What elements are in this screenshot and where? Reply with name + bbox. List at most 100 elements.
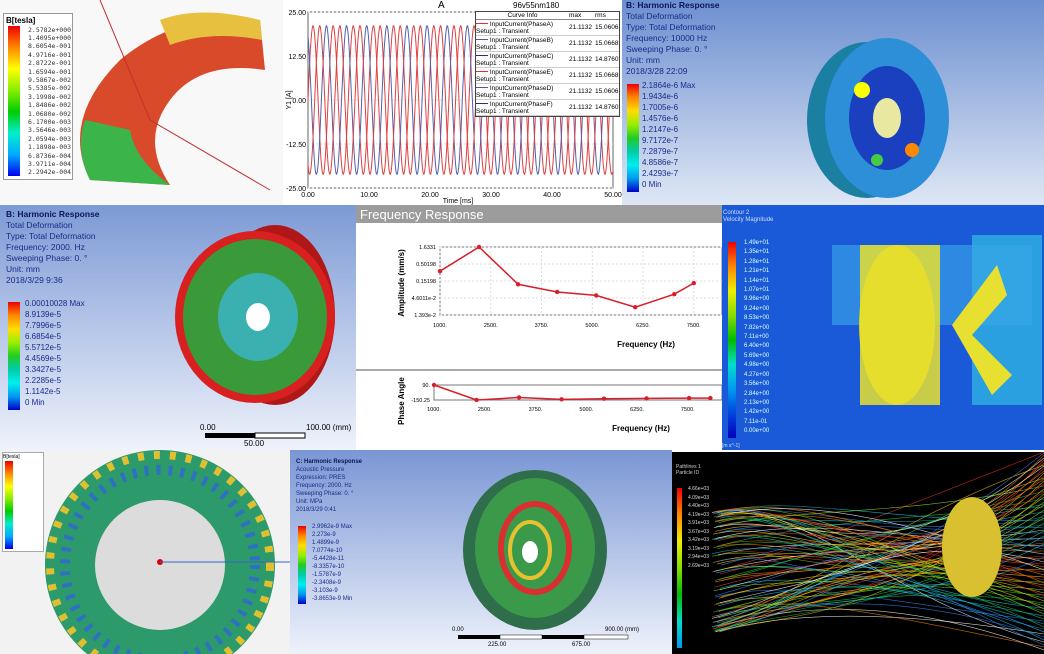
legend-level: 7.7996e-5 xyxy=(25,321,62,330)
legend-level: 9.5867e-002 xyxy=(28,75,72,84)
x-tick: 1000. xyxy=(427,407,441,413)
x-tick: 6250. xyxy=(636,323,650,329)
curve-max: 21.1132 xyxy=(569,24,593,31)
amplitude-point xyxy=(554,289,560,295)
legend-level: 1.07e+01 xyxy=(744,287,770,294)
legend-level: 2.5782e+000 xyxy=(28,25,72,34)
fan-model xyxy=(942,497,1002,597)
phase-point xyxy=(601,396,607,401)
legend-level: 1.49e+01 xyxy=(744,240,770,246)
scale-start: 0.00 xyxy=(200,423,216,432)
curve-max: 21.1132 xyxy=(569,104,593,111)
legend-level: -8.3357e-10 xyxy=(312,564,345,570)
legend-level: 2018/3/29 9:36 xyxy=(6,275,63,285)
legend-level: 4.40e+03 xyxy=(688,503,709,509)
scale-end: 900.00 (mm) xyxy=(605,627,640,633)
curve-rms: 15.0668 xyxy=(595,40,619,47)
x-axis-label: Frequency (Hz) xyxy=(612,424,670,433)
pathline xyxy=(716,603,1044,648)
pathline-variable: Particle ID xyxy=(676,470,700,476)
y-tick: 12.50 xyxy=(288,54,306,61)
legend-level: 0.00e+00 xyxy=(744,428,770,435)
x-tick: 1000. xyxy=(433,323,447,329)
phase-point xyxy=(708,395,713,401)
legend-level: 6.6854e-5 xyxy=(25,332,62,341)
result-title: B: Harmonic Response xyxy=(6,209,100,219)
legend-level: 9.96e+00 xyxy=(744,296,770,303)
legend-level: 1.28e+01 xyxy=(744,258,770,265)
y-tick: -150.25 xyxy=(411,398,430,404)
disk-model xyxy=(458,470,629,640)
x-tick: 10.00 xyxy=(360,192,378,199)
legend-level: 0 Min xyxy=(642,180,662,189)
legend-level: -2.3408e-9 xyxy=(312,580,342,586)
pathline xyxy=(719,485,1044,528)
project-name: 96v55nm180 xyxy=(513,1,560,10)
legend-level: 2.0594e-003 xyxy=(28,134,72,143)
phase-point xyxy=(559,397,564,402)
legend-level: 6.8736e-004 xyxy=(28,151,72,160)
x-tick: 20.00 xyxy=(421,192,439,199)
scale-tick: 225.00 xyxy=(488,642,507,648)
y-tick: 0.50198 xyxy=(416,262,436,268)
curve-max: 21.1132 xyxy=(569,72,593,79)
legend-level: -3.103e-9 xyxy=(312,588,338,594)
curve-max: 21.1132 xyxy=(569,56,593,63)
y-tick: 1.393e-2 xyxy=(414,313,436,319)
amplitude-point xyxy=(476,244,482,250)
legend-level: 1.9434e-6 xyxy=(642,92,679,101)
legend-level: Unit: mm xyxy=(6,264,40,274)
legend-level: 7.11e+00 xyxy=(744,334,769,341)
legend-level: 2.69e+03 xyxy=(688,562,709,569)
x-tick: 7500. xyxy=(687,323,701,329)
legend-level: 1.7005e-6 xyxy=(642,103,679,112)
legend-row: InputCurrent(PhaseE) Setup1 : Transient 21… xyxy=(476,68,619,84)
x-tick: 40.00 xyxy=(543,192,561,199)
legend-level: 2.8722e-001 xyxy=(28,59,72,68)
pathlines-plot xyxy=(711,452,1044,651)
amplitude-point xyxy=(691,280,696,286)
x-tick: 7500. xyxy=(681,407,695,413)
legend-header: Curve Info xyxy=(507,12,538,19)
curve-name: InputCurrent(PhaseF) xyxy=(489,100,553,108)
legend-header: rms xyxy=(595,12,606,19)
result-title: C: Harmonic Response xyxy=(296,459,363,465)
legend-level: 1.42e+00 xyxy=(744,409,770,416)
y-tick: 1.6331 xyxy=(419,245,436,251)
panel-frequency-response: Frequency Response 1.6331 0.50198 0.15198 4… xyxy=(356,205,722,450)
pathline xyxy=(719,586,1044,632)
legend-level: 5.5385e-002 xyxy=(28,84,72,93)
pathline xyxy=(720,586,1044,620)
curve-name: InputCurrent(PhaseD) xyxy=(489,84,554,92)
curve-setup: Setup1 : Transient xyxy=(476,43,529,51)
curve-name: InputCurrent(PhaseE) xyxy=(489,68,554,76)
legend-level: Sweeping Phase: 0. ° xyxy=(626,44,708,54)
legend-level: 1.4899e-9 xyxy=(312,540,340,546)
curve-rms: 15.0606 xyxy=(595,24,619,31)
legend-level: 2.2285e-5 xyxy=(25,376,62,385)
pathline xyxy=(716,603,1044,638)
legend-level: 8.6054e-001 xyxy=(28,42,72,51)
curve-name: InputCurrent(PhaseC) xyxy=(489,52,554,60)
curve-name: InputCurrent(PhaseA) xyxy=(489,20,554,28)
legend-level: 2018/3/28 22:09 xyxy=(626,66,688,76)
legend-level: 5.69e+00 xyxy=(744,352,770,359)
legend-row: InputCurrent(PhaseB) Setup1 : Transient 21… xyxy=(476,36,619,52)
y-tick: 0.00 xyxy=(292,98,306,105)
pathline xyxy=(711,452,1044,573)
legend-level: Unit: mm xyxy=(626,55,660,65)
x-tick: 30.00 xyxy=(482,192,500,199)
legend-level: 2.9962e-9 Max xyxy=(312,524,353,530)
legend-level: Total Deformation xyxy=(6,220,73,230)
wheel-model xyxy=(175,225,335,439)
legend-level: 1.35e+01 xyxy=(744,249,770,256)
coil-model xyxy=(80,0,271,191)
y-axis-label: Phase Angle xyxy=(397,377,406,425)
panel-pathlines: Pathlines 1 Particle ID 4.66e+03 4.09e+03… xyxy=(672,452,1044,654)
legend-level: 6.1700e-003 xyxy=(28,117,72,126)
y-tick: -25.00 xyxy=(286,186,306,193)
legend-level: 8.9139e-5 xyxy=(25,310,62,319)
y-tick: -12.50 xyxy=(286,142,306,149)
legend-title: B[tesla] xyxy=(3,454,20,460)
fan-model xyxy=(832,235,1042,405)
